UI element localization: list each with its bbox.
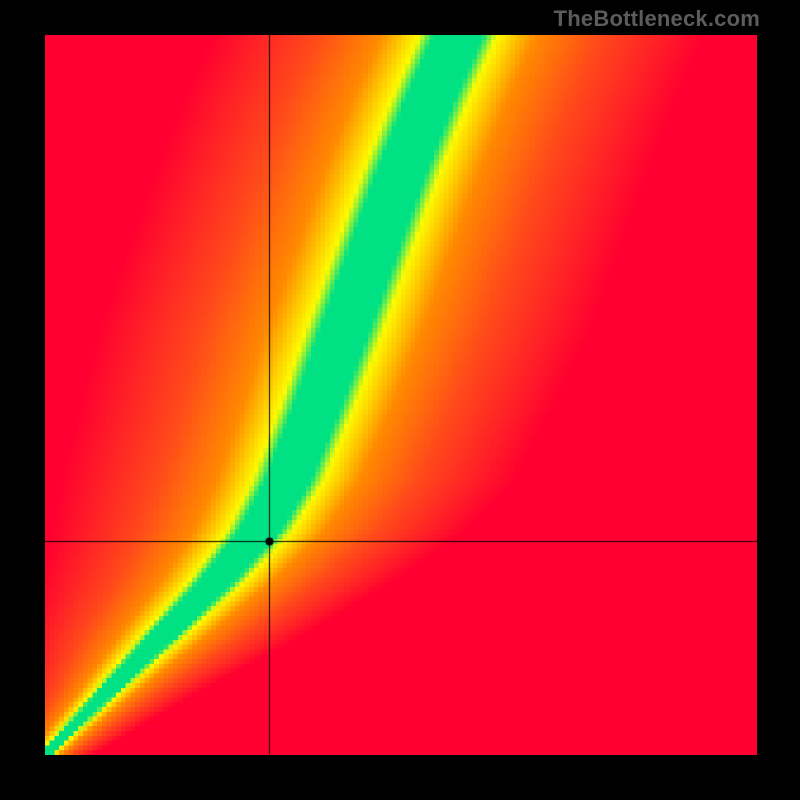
chart-container: { "watermark": { "text": "TheBottleneck.… [0,0,800,800]
crosshair-overlay [45,35,757,755]
watermark-text: TheBottleneck.com [554,6,760,32]
